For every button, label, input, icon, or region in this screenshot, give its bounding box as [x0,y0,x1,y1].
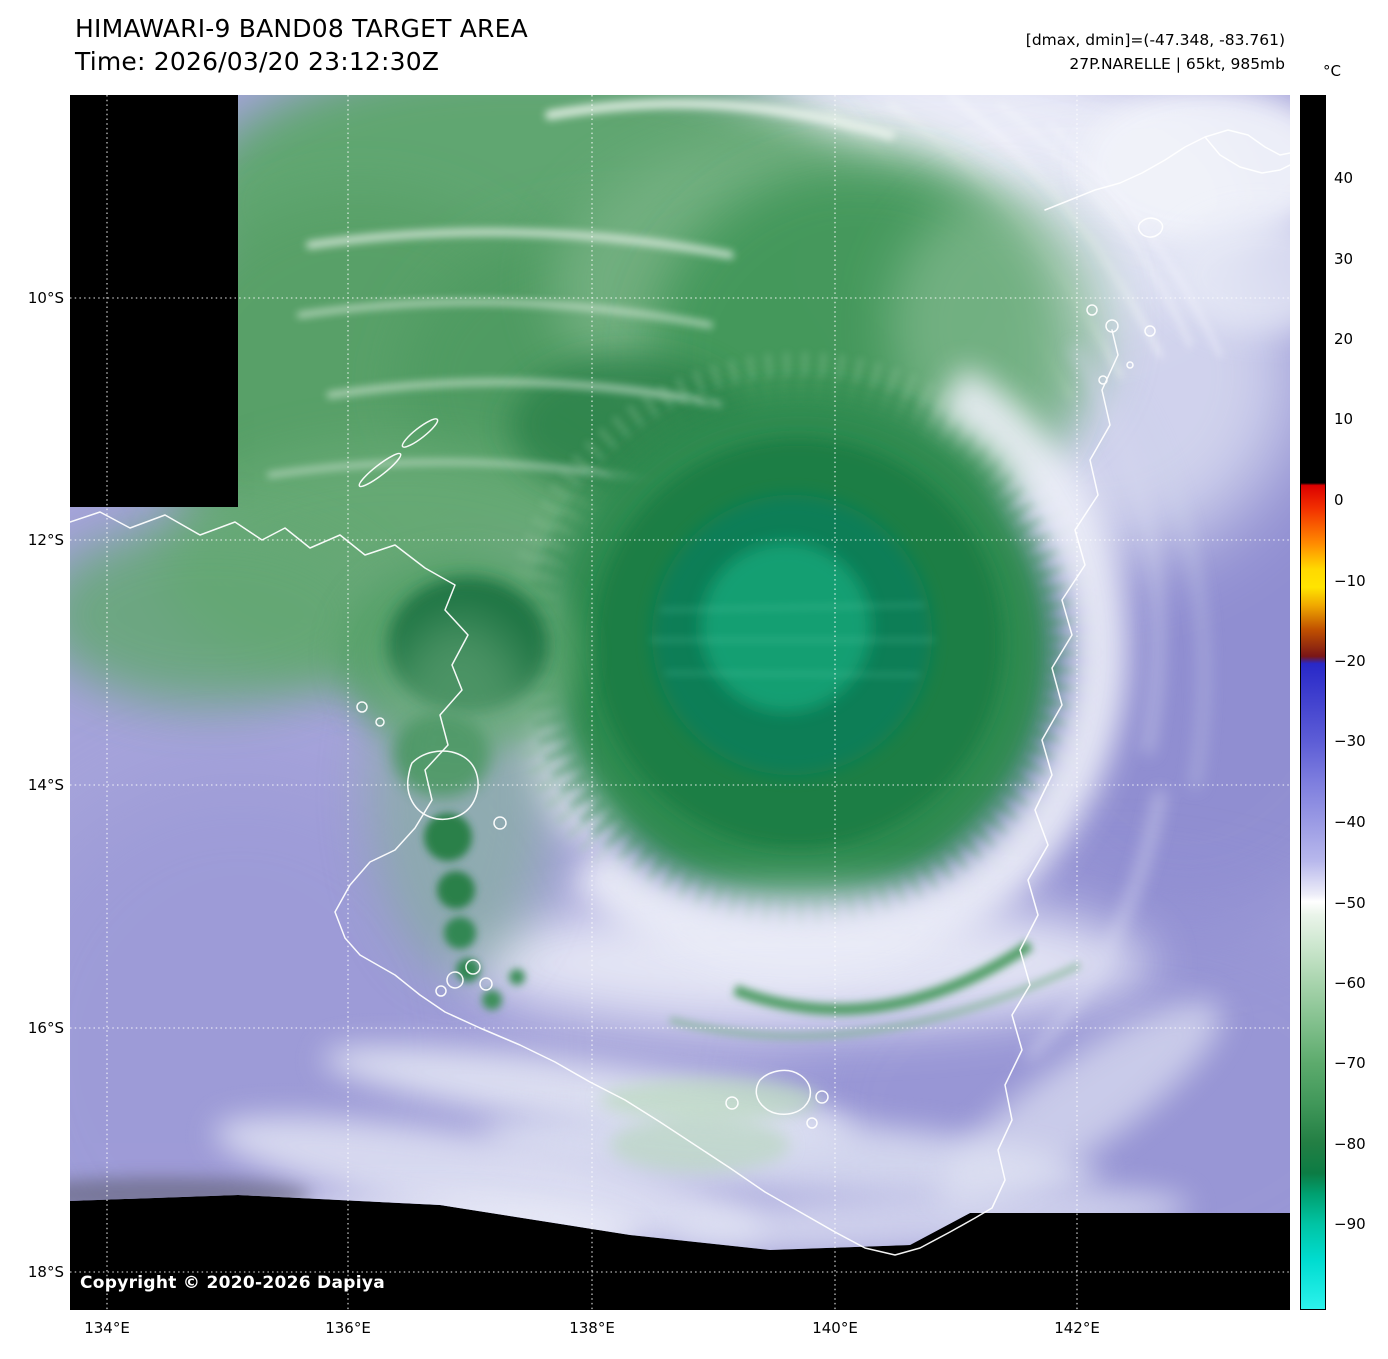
cloud-field [70,95,1290,1250]
lat-tick: 16°S [27,1019,64,1037]
colorbar-tick: −10 [1334,572,1366,590]
lon-tick: 140°E [812,1319,858,1337]
colorbar-tick: −40 [1334,813,1366,831]
page-title: HIMAWARI-9 BAND08 TARGET AREA [75,14,528,43]
lon-tick: 134°E [84,1319,130,1337]
colorbar-tick: −80 [1334,1135,1366,1153]
colorbar-tick: −60 [1334,974,1366,992]
colorbar-tick: 30 [1334,250,1354,268]
lat-tick: 10°S [27,289,64,307]
colorbar-tick: 10 [1334,410,1354,428]
colorbar-tick: 40 [1334,169,1354,187]
lon-tick: 142°E [1054,1319,1100,1337]
timestamp: Time: 2026/03/20 23:12:30Z [75,47,440,76]
colorbar-unit-label: °C [1323,62,1341,80]
lat-tick: 12°S [27,531,64,549]
map-plot-area [70,95,1290,1310]
satellite-image [70,95,1290,1310]
copyright-watermark: Copyright © 2020-2026 Dapiya [80,1273,385,1293]
storm-readout: 27P.NARELLE | 65kt, 985mb [1069,55,1285,74]
lon-tick: 138°E [569,1319,615,1337]
colorbar-tick: −20 [1334,652,1366,670]
colorbar-tick: −30 [1334,732,1366,750]
lat-tick: 14°S [27,776,64,794]
colorbar [1300,95,1326,1310]
header: HIMAWARI-9 BAND08 TARGET AREA Time: 2026… [75,12,528,78]
grid-lines [70,95,1290,1310]
colorbar-tick: −70 [1334,1054,1366,1072]
coastline [70,129,1290,1256]
info-block: [dmax, dmin]=(-47.348, -83.761) 27P.NARE… [1026,28,1285,76]
lat-tick: 18°S [27,1263,64,1281]
colorbar-tick: −50 [1334,894,1366,912]
colorbar-tick: −90 [1334,1215,1366,1233]
colorbar-tick: 20 [1334,330,1354,348]
lon-tick: 136°E [325,1319,371,1337]
colorbar-tick: 0 [1334,491,1344,509]
dmax-dmin-readout: [dmax, dmin]=(-47.348, -83.761) [1025,31,1285,49]
